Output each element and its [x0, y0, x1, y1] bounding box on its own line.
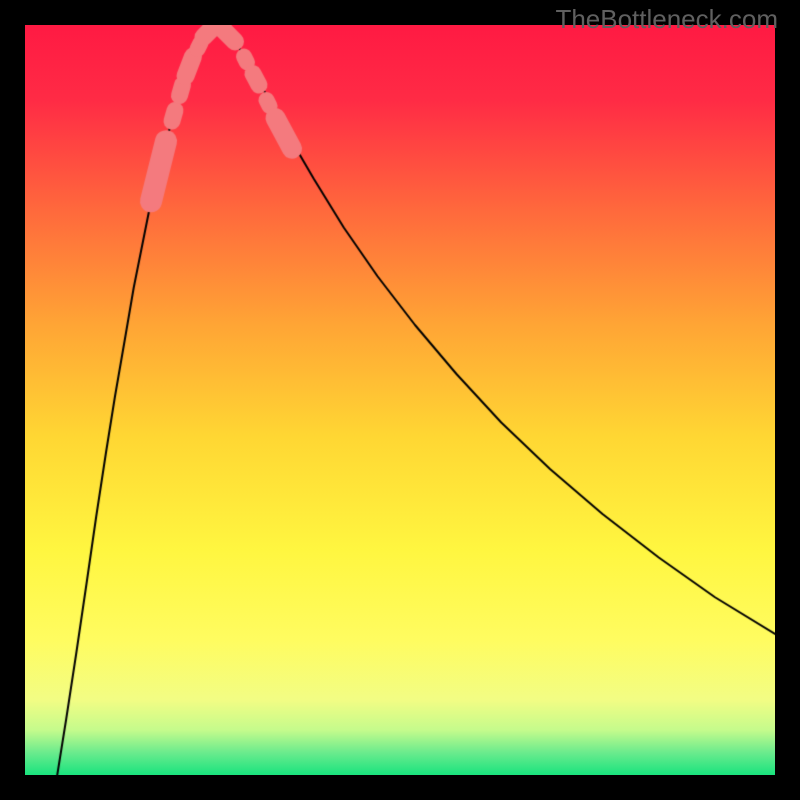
watermark-text: TheBottleneck.com [555, 4, 778, 35]
bottleneck-curve-chart [25, 25, 775, 775]
chart-stage: TheBottleneck.com [0, 0, 800, 800]
